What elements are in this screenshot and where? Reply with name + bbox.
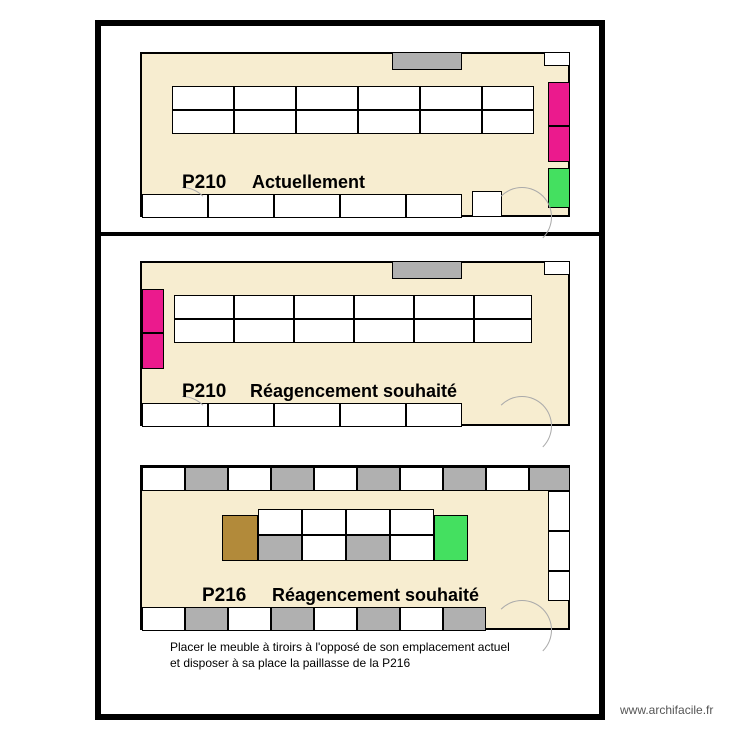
- furniture-block: [228, 607, 271, 631]
- furniture-block: [222, 515, 258, 561]
- furniture-block: [296, 86, 358, 110]
- furniture-block: [390, 509, 434, 535]
- room-label: P210: [182, 381, 226, 403]
- furniture-block: [234, 319, 294, 343]
- furniture-block: [234, 86, 296, 110]
- room-room3: P216 Réagencement souhaité: [140, 465, 570, 630]
- watermark: www.archifacile.fr: [620, 703, 713, 717]
- furniture-block: [390, 535, 434, 561]
- furniture-block: [228, 467, 271, 491]
- room-label: Réagencement souhaité: [250, 381, 457, 402]
- furniture-block: [474, 295, 532, 319]
- furniture-block: [434, 515, 468, 561]
- furniture-block: [142, 289, 164, 333]
- furniture-block: [406, 403, 462, 427]
- furniture-block: [544, 261, 570, 275]
- door-arc: [492, 396, 552, 456]
- furniture-block: [174, 295, 234, 319]
- furniture-block: [185, 467, 228, 491]
- furniture-block: [414, 319, 474, 343]
- furniture-block: [482, 86, 534, 110]
- furniture-block: [296, 110, 358, 134]
- furniture-block: [302, 509, 346, 535]
- furniture-block: [443, 607, 486, 631]
- furniture-block: [357, 467, 400, 491]
- room-label: Réagencement souhaité: [272, 585, 479, 606]
- room-label: P216: [202, 585, 246, 607]
- furniture-block: [314, 607, 357, 631]
- furniture-block: [208, 194, 274, 218]
- furniture-block: [548, 571, 570, 601]
- furniture-block: [357, 607, 400, 631]
- furniture-block: [174, 319, 234, 343]
- room-room2: P210 Réagencement souhaité: [140, 261, 570, 426]
- furniture-block: [406, 194, 462, 218]
- furniture-block: [420, 110, 482, 134]
- furniture-block: [258, 535, 302, 561]
- furniture-block: [392, 52, 462, 70]
- furniture-block: [274, 403, 340, 427]
- furniture-block: [294, 295, 354, 319]
- room-room1: P210 Actuellement: [140, 52, 570, 217]
- furniture-block: [486, 467, 529, 491]
- furniture-block: [354, 295, 414, 319]
- furniture-block: [142, 467, 185, 491]
- furniture-block: [529, 467, 570, 491]
- furniture-block: [274, 194, 340, 218]
- furniture-block: [234, 110, 296, 134]
- door-arc: [492, 187, 552, 247]
- furniture-block: [346, 535, 390, 561]
- furniture-block: [482, 110, 534, 134]
- furniture-block: [474, 319, 532, 343]
- furniture-block: [185, 607, 228, 631]
- furniture-block: [172, 110, 234, 134]
- furniture-block: [443, 467, 486, 491]
- furniture-block: [548, 491, 570, 531]
- room-label: Actuellement: [252, 172, 365, 193]
- furniture-block: [172, 86, 234, 110]
- furniture-block: [548, 531, 570, 571]
- furniture-block: [302, 535, 346, 561]
- furniture-block: [548, 168, 570, 208]
- furniture-block: [208, 403, 274, 427]
- furniture-block: [142, 333, 164, 369]
- furniture-block: [414, 295, 474, 319]
- furniture-block: [354, 319, 414, 343]
- furniture-block: [548, 126, 570, 162]
- furniture-block: [314, 467, 357, 491]
- furniture-block: [271, 607, 314, 631]
- furniture-block: [544, 52, 570, 66]
- furniture-block: [258, 509, 302, 535]
- furniture-block: [340, 403, 406, 427]
- furniture-block: [271, 467, 314, 491]
- furniture-block: [142, 607, 185, 631]
- caption-text: Placer le meuble à tiroirs à l'opposé de…: [170, 640, 590, 671]
- furniture-block: [234, 295, 294, 319]
- furniture-block: [420, 86, 482, 110]
- furniture-block: [400, 467, 443, 491]
- furniture-block: [358, 86, 420, 110]
- furniture-block: [358, 110, 420, 134]
- furniture-block: [548, 82, 570, 126]
- furniture-block: [294, 319, 354, 343]
- room-label: P210: [182, 172, 226, 194]
- furniture-block: [400, 607, 443, 631]
- furniture-block: [346, 509, 390, 535]
- furniture-block: [392, 261, 462, 279]
- furniture-block: [340, 194, 406, 218]
